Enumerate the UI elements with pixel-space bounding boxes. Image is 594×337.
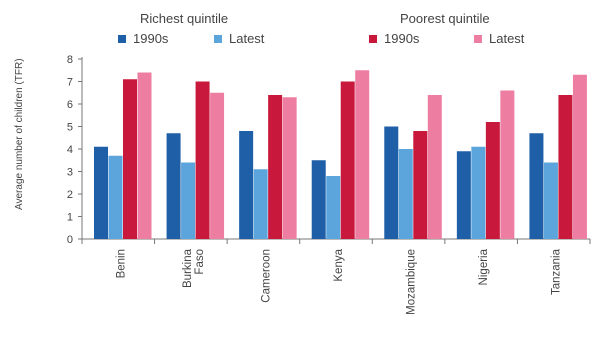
x-tick-label: BurkinaFaso — [182, 248, 206, 288]
bar-burkina-faso-1 — [181, 162, 196, 239]
x-tick-label: Kenya — [333, 248, 345, 281]
y-tick-label: 6 — [67, 99, 73, 111]
svg-text:Mozambique: Mozambique — [406, 249, 418, 315]
bar-mozambique-0 — [384, 126, 399, 239]
x-tick-label: Cameroon — [260, 249, 272, 303]
bar-benin-3 — [137, 72, 152, 239]
y-tick-label: 5 — [67, 122, 73, 134]
bar-kenya-0 — [311, 160, 326, 239]
y-tick-label: 8 — [67, 54, 73, 66]
legend-label: 1990s — [384, 31, 420, 46]
bar-nigeria-1 — [471, 146, 486, 239]
bar-tanzania-2 — [558, 95, 573, 239]
x-tick-label: Tanzania — [551, 248, 563, 295]
y-tick-label: 3 — [67, 167, 73, 179]
y-axis-title: Average number of children (TFR) — [14, 58, 25, 210]
bar-kenya-3 — [355, 70, 370, 239]
y-tick-label: 7 — [67, 77, 73, 89]
legend-swatch — [474, 34, 482, 43]
bar-cameroon-0 — [239, 131, 254, 239]
x-tick-label: Nigeria — [478, 248, 490, 285]
bar-cameroon-3 — [282, 97, 297, 239]
bar-mozambique-1 — [398, 149, 413, 239]
legend-group-title-richest: Richest quintile — [140, 11, 229, 26]
legend-swatch — [369, 34, 377, 43]
bar-tanzania-3 — [572, 74, 587, 239]
legend-swatch — [214, 34, 222, 43]
bar-nigeria-3 — [500, 90, 515, 239]
legend-item-richest-1990s: 1990s — [118, 31, 168, 46]
bar-benin-1 — [108, 155, 123, 239]
svg-text:Benin: Benin — [115, 249, 127, 278]
bar-mozambique-3 — [427, 95, 442, 239]
bar-tanzania-1 — [543, 162, 558, 239]
svg-text:Tanzania: Tanzania — [551, 248, 563, 295]
bar-mozambique-2 — [413, 131, 428, 239]
legend-label: Latest — [489, 31, 525, 46]
x-tick-labels: Benin BurkinaFaso Cameroon Kenya Mozambique N… — [115, 248, 562, 314]
bars — [94, 70, 587, 239]
legend-item-poorest-latest: Latest — [474, 31, 524, 46]
svg-text:Cameroon: Cameroon — [260, 249, 272, 303]
legend-item-richest-latest: Latest — [214, 31, 264, 46]
y-tick-label: 2 — [67, 189, 73, 201]
x-axis — [81, 238, 591, 244]
bar-burkina-faso-0 — [166, 133, 181, 239]
y-tick-label: 0 — [67, 234, 73, 246]
y-tick-label: 4 — [67, 144, 73, 156]
legend-label: 1990s — [133, 31, 169, 46]
legend-item-poorest-1990s: 1990s — [369, 31, 419, 46]
y-tick-label: 1 — [67, 212, 73, 224]
legend-group-title-poorest: Poorest quintile — [400, 11, 490, 26]
bar-burkina-faso-3 — [210, 92, 225, 239]
bar-tanzania-0 — [529, 133, 544, 239]
y-axis: 0 1 2 3 4 5 6 7 8 — [67, 54, 83, 246]
bar-kenya-2 — [340, 81, 355, 239]
legend-label: Latest — [229, 31, 265, 46]
x-tick-label: Benin — [115, 249, 127, 278]
bar-benin-0 — [94, 146, 108, 239]
svg-text:BurkinaFaso: BurkinaFaso — [182, 248, 206, 288]
bar-benin-2 — [123, 79, 137, 239]
bar-nigeria-0 — [456, 151, 471, 239]
legend-swatch — [118, 34, 126, 43]
bar-nigeria-2 — [485, 122, 500, 239]
bar-cameroon-1 — [253, 169, 268, 239]
bar-cameroon-2 — [268, 95, 283, 239]
svg-text:Nigeria: Nigeria — [478, 248, 490, 285]
x-tick-label: Mozambique — [406, 249, 418, 315]
bar-burkina-faso-2 — [195, 81, 210, 239]
bar-kenya-1 — [326, 176, 341, 239]
svg-text:Kenya: Kenya — [333, 248, 345, 281]
